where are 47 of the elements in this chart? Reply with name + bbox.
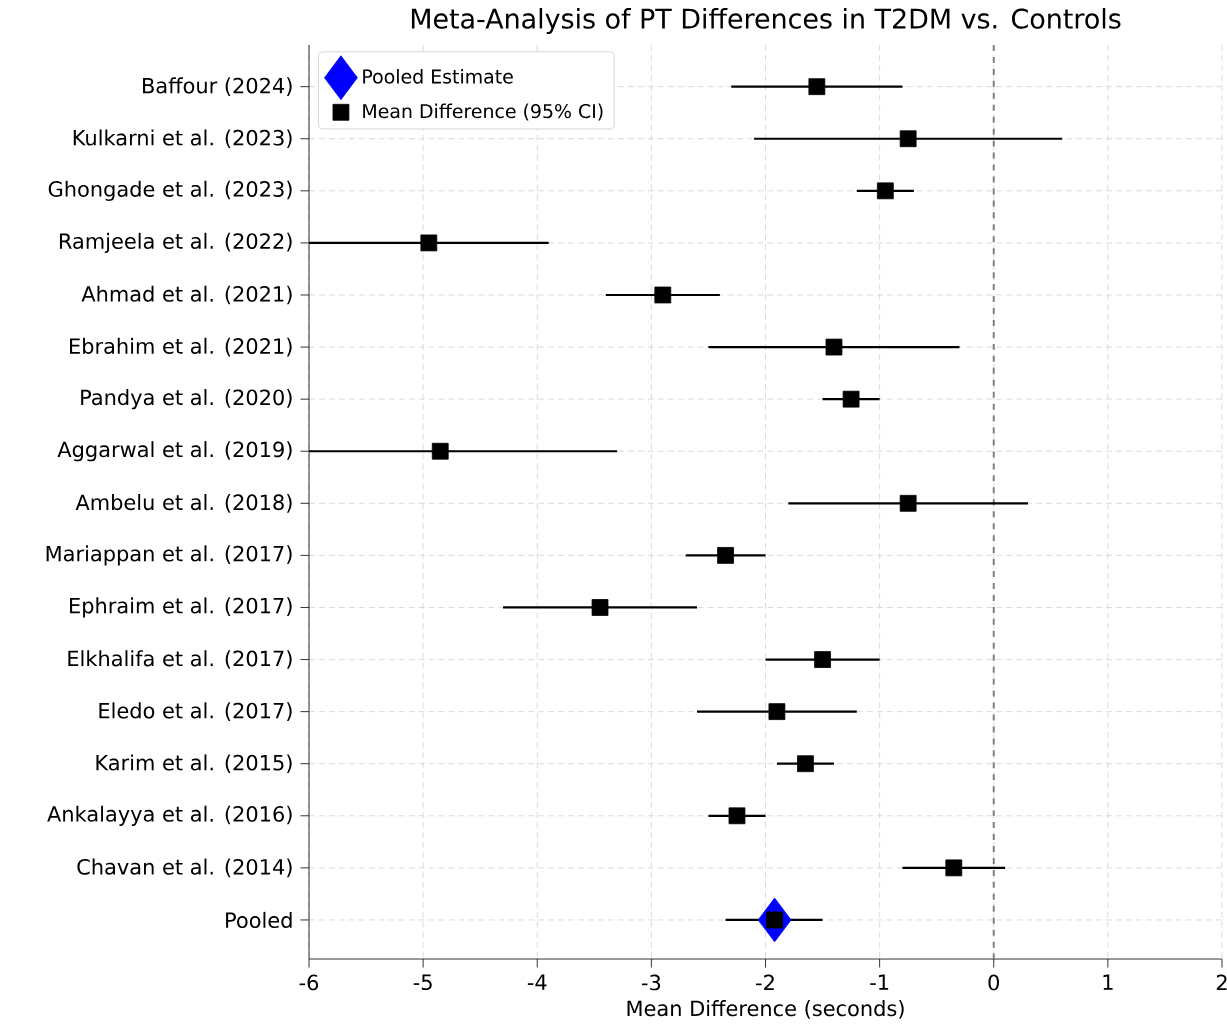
legend-label: Mean Difference (95% CI)	[363, 103, 603, 121]
y-tick-label: Baffour (2024)	[143, 77, 292, 96]
point	[899, 130, 917, 148]
point	[431, 442, 449, 460]
point	[728, 807, 746, 825]
x-tick-label: 0	[988, 974, 999, 991]
point	[766, 911, 783, 929]
point	[654, 286, 672, 304]
y-tick-label: Elkhalifa et al. (2017)	[68, 650, 292, 669]
point	[591, 599, 609, 616]
point	[876, 182, 894, 200]
point	[717, 547, 734, 564]
y-tick-label: Ankalayya et al. (2016)	[47, 805, 292, 826]
x-tick-label: -6	[299, 974, 319, 991]
x-tick-label: 2	[1216, 974, 1227, 991]
y-tick-label: Ghongade et al. (2023)	[48, 180, 292, 201]
y-tick-label: Pandya et al. (2020)	[81, 389, 292, 410]
point	[814, 651, 831, 668]
y-tick-label: Ahmad et al. (2021)	[81, 285, 292, 305]
point	[420, 234, 438, 252]
y-tick-label: Ephraim et al. (2017)	[70, 597, 292, 618]
y-tick-label: Ebrahim et al. (2021)	[70, 337, 292, 357]
point	[808, 78, 826, 96]
point	[768, 703, 786, 720]
x-tick-label: -3	[641, 974, 661, 991]
chart-title: Meta-Analysis of PT Differences in T2DM vs. Controls	[411, 7, 1121, 34]
point	[899, 494, 917, 512]
x-tick-label: -2	[756, 974, 774, 991]
y-tick-label: Ramjeela et al. (2022)	[59, 232, 292, 254]
y-tick-label: Pooled	[226, 911, 292, 929]
x-tick-label: -4	[527, 974, 547, 990]
x-tick-label: -1	[870, 974, 889, 990]
y-tick-label: Aggarwal et al. (2019)	[57, 441, 292, 462]
x-tick-label: 1	[1103, 974, 1113, 990]
y-tick-label: Ambelu et al. (2018)	[75, 494, 292, 513]
y-tick-label: Karim et al. (2015)	[96, 754, 292, 774]
point	[945, 859, 963, 877]
x-tick-label: -5	[413, 974, 432, 991]
point	[797, 755, 814, 773]
y-tick-label: Chavan et al. (2014)	[77, 858, 292, 878]
point	[842, 390, 860, 408]
y-tick-label: Mariappan et al. (2017)	[46, 545, 292, 566]
y-tick-label: Kulkarni et al. (2023)	[73, 129, 292, 149]
point	[825, 338, 843, 356]
legend-label: Pooled Estimate	[363, 69, 513, 84]
y-tick-label: Eledo et al. (2017)	[99, 702, 292, 721]
x-axis-title: Mean Difference (seconds)	[627, 1000, 904, 1019]
